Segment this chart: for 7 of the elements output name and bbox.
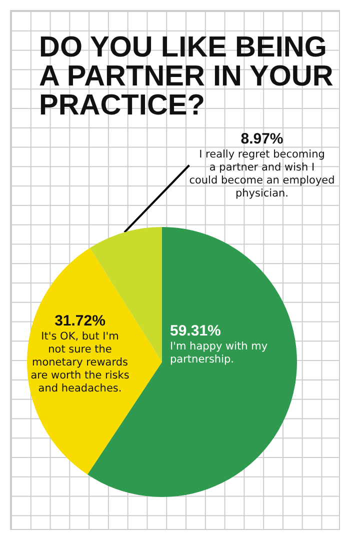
slice-label: I'm happy with my partnership.: [170, 340, 268, 366]
slice-label: I really regret becoming a partner and wish I could become an employed physician.: [189, 148, 335, 200]
slice-label: It's OK, but I'm not sure the monetary rewards are worth the risks and headaches.: [30, 330, 130, 394]
chart-title: DO YOU LIKE BEING A PARTNER IN YOUR PRACTICE?: [39, 32, 334, 122]
data-label: 8.97%: [240, 130, 284, 148]
data-label: 31.72%: [54, 312, 106, 330]
data-label: 59.31%: [170, 322, 221, 340]
